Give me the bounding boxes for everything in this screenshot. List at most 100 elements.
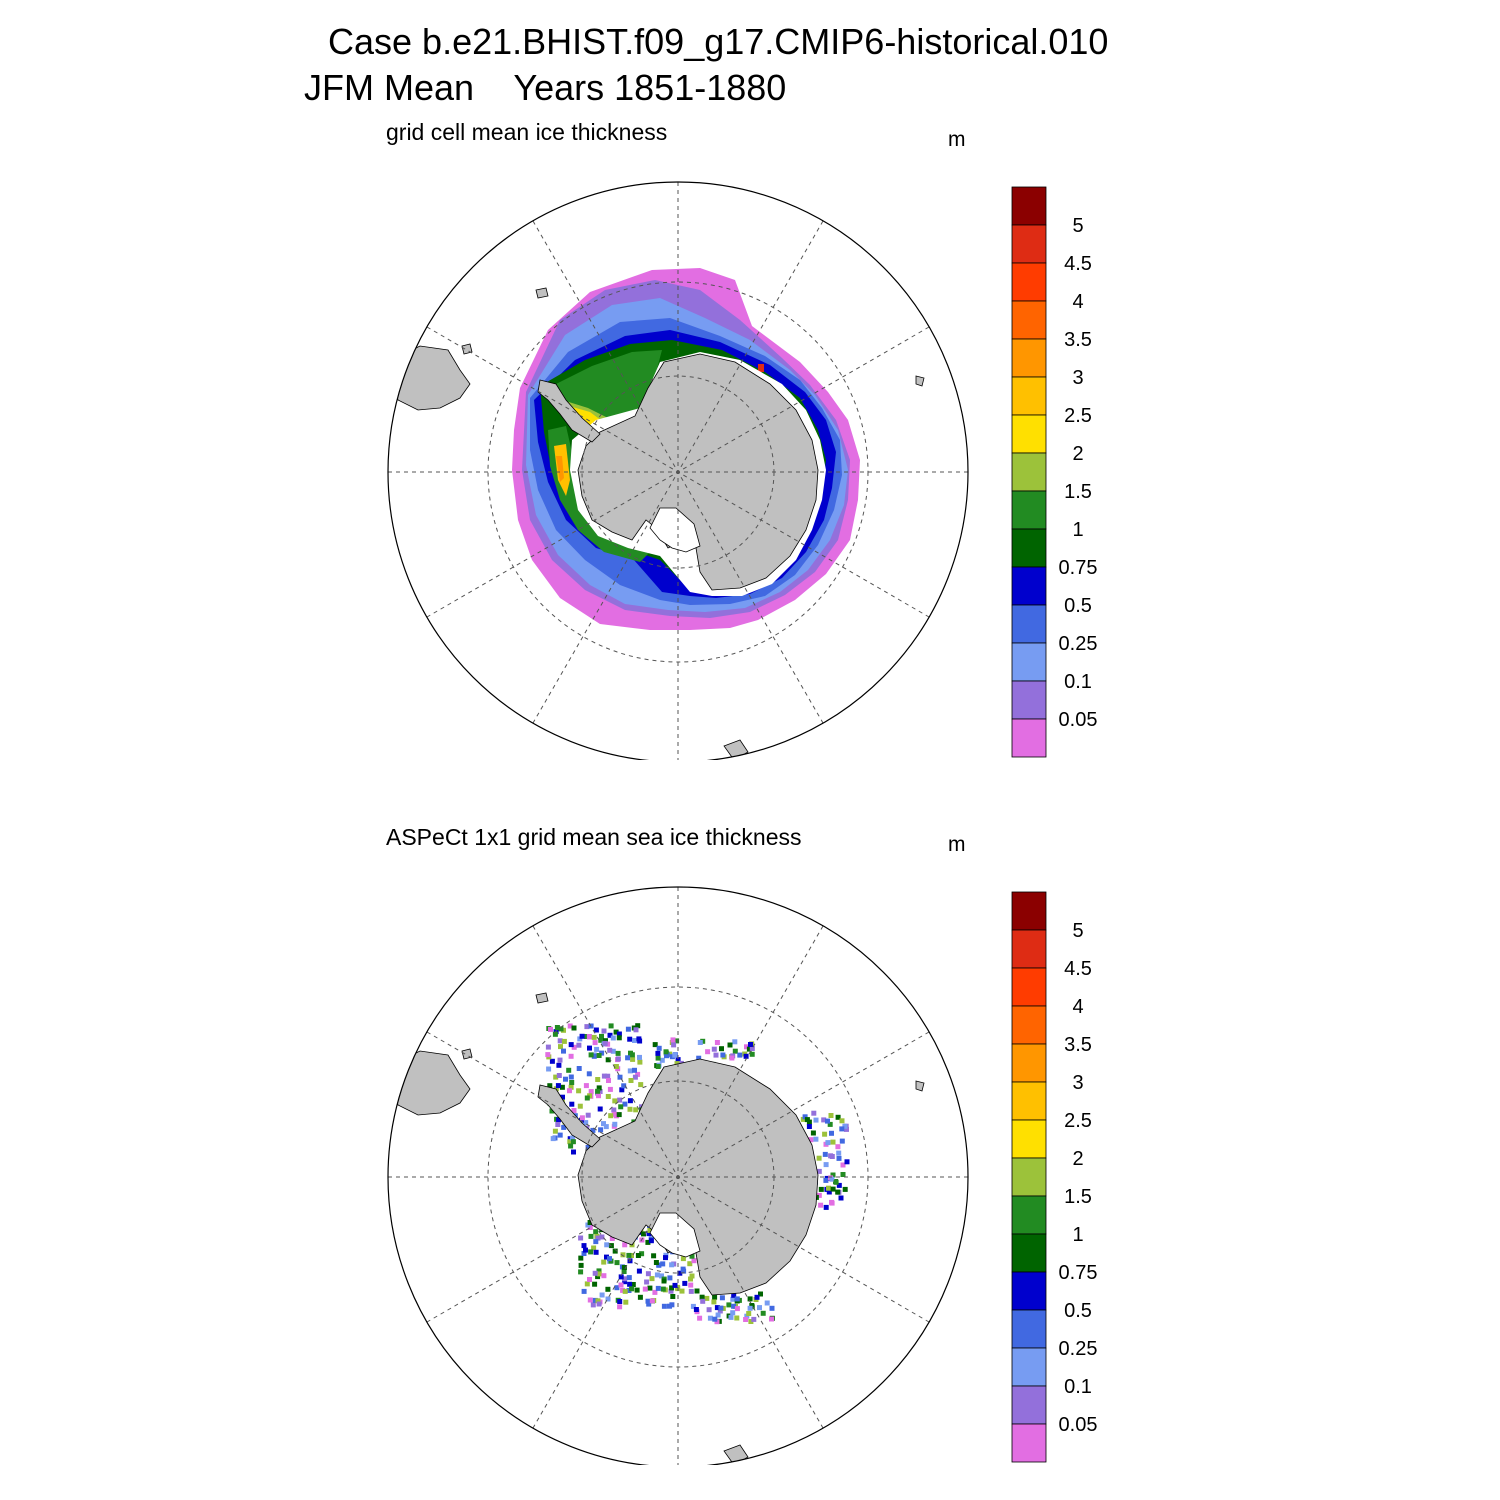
observation-cell xyxy=(603,1038,608,1044)
observation-cell xyxy=(731,1303,737,1309)
observation-cell xyxy=(637,1059,643,1065)
observation-cell xyxy=(668,1288,674,1294)
observation-cell xyxy=(602,1040,608,1046)
observation-cell xyxy=(764,1300,770,1306)
observation-cell xyxy=(601,1028,607,1034)
observation-cell xyxy=(578,1269,584,1275)
observation-cell xyxy=(612,1121,618,1127)
colorbar-swatch xyxy=(1011,186,1047,226)
observation-cell xyxy=(608,1113,614,1119)
observation-cell xyxy=(626,1275,632,1281)
observation-cell xyxy=(816,1192,822,1198)
observation-cell xyxy=(729,1055,735,1061)
observation-cell xyxy=(584,1034,590,1039)
colorbar-label: 3 xyxy=(1072,367,1083,389)
observation-cell xyxy=(635,1071,641,1077)
observation-cell xyxy=(601,1073,607,1079)
observation-cell xyxy=(836,1182,842,1188)
observation-cell xyxy=(829,1199,834,1205)
observation-cell xyxy=(632,1067,637,1073)
observation-cell xyxy=(720,1052,726,1058)
observation-cell xyxy=(700,1298,706,1304)
observation-cell xyxy=(618,1282,624,1288)
south-america-land xyxy=(388,1050,471,1116)
observation-cell xyxy=(712,1294,718,1300)
observation-cell xyxy=(577,1036,583,1042)
island-south-georgia xyxy=(535,992,549,1004)
observation-cell xyxy=(613,1064,619,1069)
observation-cell xyxy=(689,1253,695,1259)
observation-cell xyxy=(659,1057,665,1063)
colorbar-label: 0.75 xyxy=(1059,557,1098,579)
observation-cell xyxy=(587,1220,593,1225)
observation-cell xyxy=(593,1239,599,1245)
colorbar-swatch xyxy=(1011,1119,1047,1159)
panel2-subtitle: ASPeCt 1x1 grid mean sea ice thickness xyxy=(386,824,802,850)
observation-cell xyxy=(682,1280,688,1286)
observation-cell xyxy=(642,1286,648,1292)
observation-cell xyxy=(630,1056,636,1062)
observation-cell xyxy=(583,1083,589,1089)
observation-cell xyxy=(705,1049,711,1055)
observation-cell xyxy=(615,1050,621,1056)
observation-cell xyxy=(593,1249,599,1255)
observation-cell xyxy=(599,1292,605,1298)
observation-cell xyxy=(621,1083,627,1089)
observation-cell xyxy=(706,1307,712,1313)
observation-cell xyxy=(618,1274,624,1280)
colorbar-swatch xyxy=(1011,1271,1047,1311)
colorbar-label: 0.1 xyxy=(1064,1376,1092,1398)
observation-cell xyxy=(588,1089,594,1095)
observation-cell xyxy=(553,1074,559,1080)
observation-cell xyxy=(607,1086,613,1092)
observation-cell xyxy=(749,1303,755,1308)
colorbar-swatch xyxy=(1011,490,1047,530)
observation-cell xyxy=(659,1273,664,1279)
observation-cell xyxy=(719,1046,724,1052)
aspect-observations xyxy=(545,1023,850,1325)
observation-cell xyxy=(672,1282,678,1288)
observation-cell xyxy=(556,1117,562,1123)
observation-cell xyxy=(556,1073,562,1078)
observation-cell xyxy=(595,1077,601,1082)
observation-cell xyxy=(836,1155,842,1161)
observation-cell xyxy=(587,1297,593,1303)
observation-cell xyxy=(697,1315,703,1321)
colorbar-label: 3.5 xyxy=(1064,329,1092,351)
observation-cell xyxy=(595,1088,601,1094)
colorbar-swatch xyxy=(1011,1157,1047,1197)
observation-cell xyxy=(838,1195,844,1201)
colorbar-swatch xyxy=(1011,891,1047,931)
observation-cell xyxy=(549,1108,555,1114)
observation-cell xyxy=(661,1303,667,1309)
observation-cell xyxy=(645,1239,651,1245)
observation-cell xyxy=(598,1037,604,1043)
observation-cell xyxy=(545,1044,551,1050)
observation-cell xyxy=(595,1298,601,1304)
observation-cell xyxy=(823,1177,829,1183)
observation-cell xyxy=(726,1302,732,1308)
observation-cell xyxy=(728,1314,734,1320)
observation-cell xyxy=(839,1138,845,1144)
observation-cell xyxy=(561,1038,567,1044)
observation-cell xyxy=(632,1074,638,1080)
observation-cell xyxy=(822,1131,828,1137)
observation-cell xyxy=(569,1101,575,1107)
observation-cell xyxy=(583,1120,589,1126)
graticule xyxy=(388,182,968,760)
observation-cell xyxy=(655,1285,661,1291)
antarctica-land xyxy=(577,353,819,591)
observation-cell xyxy=(585,1144,591,1150)
observation-cell xyxy=(693,1307,699,1312)
ice-spot-4-5 xyxy=(758,364,764,372)
observation-cell xyxy=(567,1023,573,1029)
colorbar-label: 0.25 xyxy=(1059,1338,1098,1360)
observation-cell xyxy=(548,1026,553,1032)
observation-cell xyxy=(652,1042,658,1048)
observation-cell xyxy=(715,1312,721,1318)
colorbar-label: 5 xyxy=(1072,215,1083,237)
colorbar-label: 4.5 xyxy=(1064,253,1092,275)
island-kerguelen xyxy=(915,375,925,387)
observation-cell xyxy=(617,1074,623,1080)
observation-cell xyxy=(579,1115,585,1121)
